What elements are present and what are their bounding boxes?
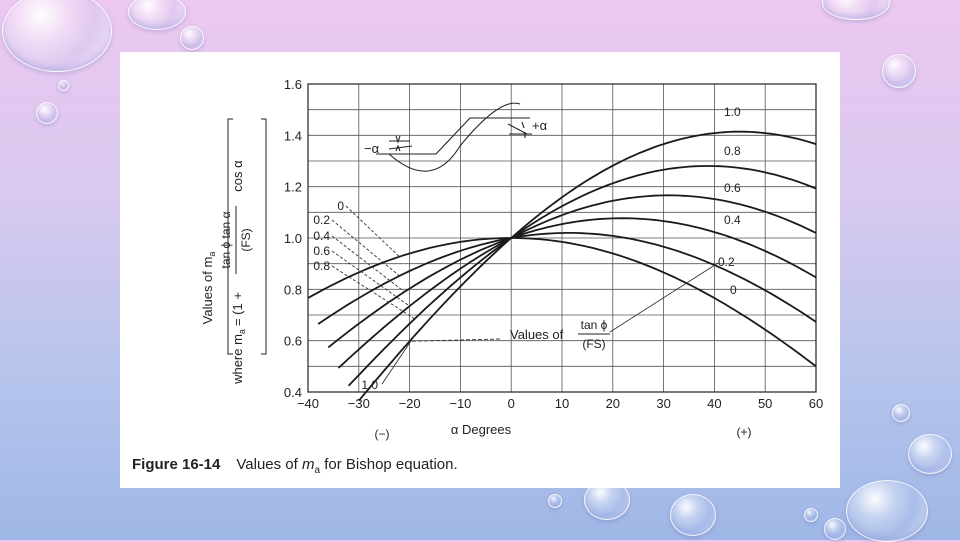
left-series-label: 0.4: [313, 229, 330, 243]
x-tick-label: −30: [348, 396, 370, 411]
bubble-decoration: [2, 0, 112, 72]
bubble-decoration: [548, 494, 562, 508]
svg-text:where ma= (1 +: where ma = (1 +: [230, 292, 247, 385]
series-line-0-2: [317, 232, 817, 325]
bishop-chart: −40 −30 −20 −10 0 10 20 30 40 50 600.40.60.81.01.2…: [132, 77, 823, 476]
bubble-decoration: [908, 434, 952, 474]
ylabel-bracket-left: [227, 118, 233, 355]
annotation-leader: [409, 338, 501, 342]
y-tick-label: 1.4: [284, 128, 302, 143]
x-tick-label: −10: [449, 396, 471, 411]
series-line-0: [307, 237, 817, 368]
ylabel-formula-lead: = (1 +: [230, 292, 245, 326]
bubble-decoration: [128, 0, 186, 30]
bubble-decoration: [58, 80, 69, 91]
bubble-decoration: [892, 404, 910, 422]
annotation-title: Values of: [510, 327, 564, 342]
annotation-denominator: (FS): [582, 337, 605, 351]
x-tick-label: 50: [758, 396, 772, 411]
bubble-decoration: [822, 0, 890, 20]
y-tick-label: 1.0: [284, 231, 302, 246]
series-line-0-8: [347, 165, 817, 387]
y-tick-label: 0.6: [284, 334, 302, 349]
bottom-label-leader: [381, 335, 416, 385]
bubble-decoration: [882, 54, 916, 88]
ylabel-main: Values of m: [200, 257, 215, 325]
caption-subscript: a: [314, 465, 320, 476]
inset-minus-alpha: −α: [364, 141, 380, 156]
y-tick-label: 1.2: [284, 180, 302, 195]
bubble-decoration: [824, 518, 846, 540]
figure-number: Figure 16-14: [132, 456, 221, 473]
inset-slope-diagram: +α −α: [364, 102, 548, 172]
right-series-label: 0.2: [718, 255, 735, 269]
inset-plus-alpha: +α: [532, 118, 548, 133]
ylabel-where: where m: [230, 334, 245, 385]
left-label-leader: [331, 235, 405, 293]
right-series-label: 0.4: [724, 213, 741, 227]
series-line-1-0: [358, 130, 817, 402]
right-series-label: 0: [730, 283, 737, 297]
inset-slip-circle: [388, 102, 521, 172]
x-tick-label: −20: [399, 396, 421, 411]
x-tick-label: 60: [809, 396, 823, 411]
left-label-leader: [331, 250, 410, 307]
series-annotation: Values of tan ϕ (FS): [510, 318, 610, 351]
bubble-decoration: [180, 26, 204, 50]
series-line-0-4: [327, 217, 817, 349]
figure-card: −40 −30 −20 −10 0 10 20 30 40 50 60 0.4 0.6 0.8 1.0 1.2…: [120, 52, 840, 488]
right-series-label: 0.8: [724, 144, 741, 158]
series-labels: 00.20.40.60.81.01.00.80.60.40.20: [313, 105, 741, 392]
x-tick-label: 0: [508, 396, 515, 411]
inset-arrow-icon: [395, 135, 401, 152]
y-tick-label: 0.8: [284, 282, 302, 297]
y-axis-label: Values of ma where ma= (1 + tan ϕ tan α …: [200, 160, 253, 385]
x-tick-label: 10: [555, 396, 569, 411]
left-series-label: 0.2: [313, 213, 330, 227]
right-series-label: 1.0: [724, 105, 741, 119]
caption-symbol: m: [302, 456, 315, 473]
bubble-decoration: [804, 508, 818, 522]
figure-caption: Figure 16-14 Values of ma for Bishop equa…: [132, 456, 458, 476]
x-axis-positive-label: (+): [737, 425, 752, 439]
left-label-leader: [331, 219, 400, 277]
caption-suffix: for Bishop equation.: [320, 456, 458, 473]
annotation-numerator: tan ϕ: [581, 318, 608, 332]
series-line-0-6: [337, 194, 817, 369]
x-axis-negative-label: (−): [375, 427, 390, 441]
svg-text:Values of ma: Values of ma: [200, 252, 217, 325]
ylabel-main-sub: a: [207, 252, 217, 257]
ylabel-denominator: (FS): [239, 228, 253, 251]
x-tick-label: 20: [606, 396, 620, 411]
plot-frame: [307, 83, 817, 393]
bubble-decoration: [36, 102, 58, 124]
x-tick-label: 40: [707, 396, 721, 411]
curve-group: [307, 130, 817, 402]
ylabel-where-sub: a: [237, 329, 247, 334]
bubble-decoration: [846, 480, 928, 542]
ylabel-bracket-right: [261, 118, 267, 355]
right-series-label: 0.6: [724, 181, 741, 195]
inset-arrow-icon: [521, 121, 526, 138]
left-label-leader: [345, 205, 400, 258]
annotation-leader: [609, 262, 719, 333]
left-label-leader: [331, 265, 415, 320]
y-tick-label: 0.4: [284, 385, 302, 400]
x-axis-label: α Degrees: [451, 422, 512, 437]
bubble-decoration: [670, 494, 716, 536]
y-tick-label: 1.6: [284, 77, 302, 92]
label-leaders: [227, 118, 719, 385]
x-tick-label: −40: [297, 396, 319, 411]
bottom-series-label: 1.0: [361, 378, 378, 392]
ylabel-trailing: cos α: [230, 160, 245, 192]
chart-grid: [307, 83, 817, 393]
ylabel-numerator: tan ϕ tan α: [219, 211, 233, 268]
left-series-label: 0.6: [313, 244, 330, 258]
x-tick-label: 30: [656, 396, 670, 411]
tick-labels: −40 −30 −20 −10 0 10 20 30 40 50 600.40.60.81.01.2…: [284, 77, 823, 411]
left-series-label: 0.8: [313, 259, 330, 273]
left-series-label: 0: [337, 199, 344, 213]
caption-prefix: Values of: [236, 456, 302, 473]
